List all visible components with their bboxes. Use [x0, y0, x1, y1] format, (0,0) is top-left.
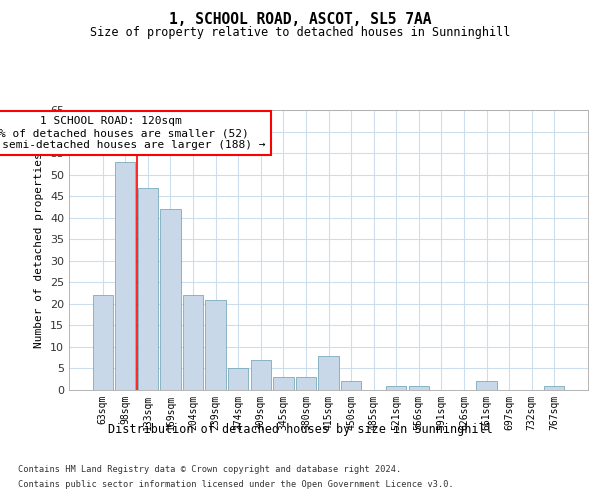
Text: Size of property relative to detached houses in Sunninghill: Size of property relative to detached ho… — [90, 26, 510, 39]
Bar — [205, 300, 226, 390]
Bar — [544, 386, 565, 390]
Bar — [409, 386, 429, 390]
Bar — [251, 360, 271, 390]
Bar — [115, 162, 136, 390]
Bar — [341, 382, 361, 390]
Bar — [386, 386, 406, 390]
Bar — [476, 382, 497, 390]
Text: 1, SCHOOL ROAD, ASCOT, SL5 7AA: 1, SCHOOL ROAD, ASCOT, SL5 7AA — [169, 12, 431, 28]
Bar — [273, 377, 293, 390]
Text: Contains public sector information licensed under the Open Government Licence v3: Contains public sector information licen… — [18, 480, 454, 489]
Text: Contains HM Land Registry data © Crown copyright and database right 2024.: Contains HM Land Registry data © Crown c… — [18, 465, 401, 474]
Bar — [319, 356, 338, 390]
Bar — [183, 295, 203, 390]
Y-axis label: Number of detached properties: Number of detached properties — [34, 152, 44, 348]
Text: 1 SCHOOL ROAD: 120sqm
← 22% of detached houses are smaller (52)
78% of semi-deta: 1 SCHOOL ROAD: 120sqm ← 22% of detached … — [0, 116, 266, 150]
Bar — [92, 295, 113, 390]
Bar — [160, 209, 181, 390]
Bar — [296, 377, 316, 390]
Text: Distribution of detached houses by size in Sunninghill: Distribution of detached houses by size … — [107, 422, 493, 436]
Bar — [138, 188, 158, 390]
Bar — [228, 368, 248, 390]
